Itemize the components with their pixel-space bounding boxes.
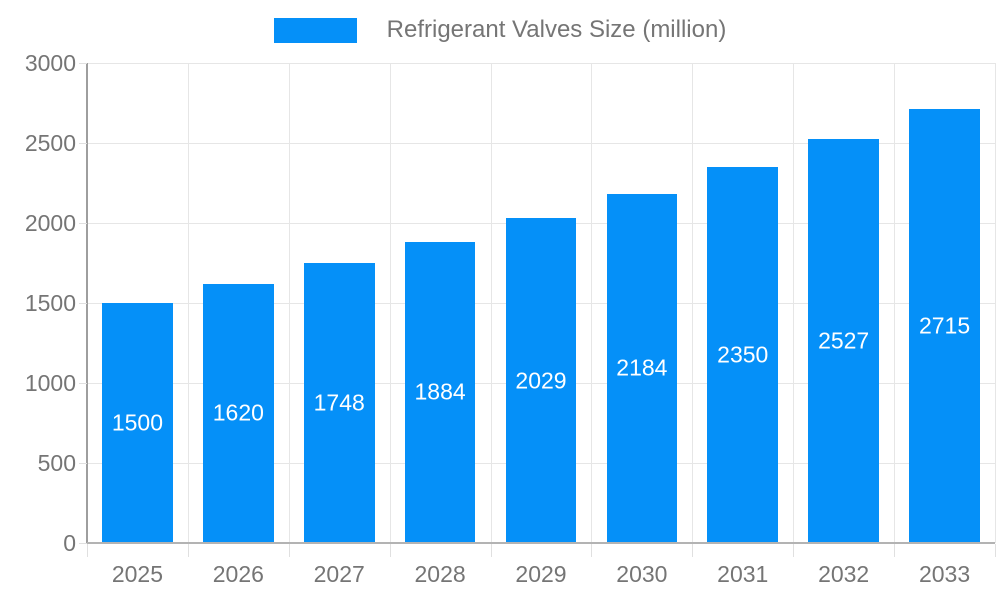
y-axis-tick <box>79 303 87 304</box>
v-gridline <box>187 63 189 543</box>
x-axis-label-2026: 2026 <box>212 561 264 587</box>
y-axis-tick <box>79 383 87 384</box>
v-gridline <box>591 63 593 543</box>
x-axis-tick <box>591 544 593 557</box>
bar-2030[interactable]: 2184 <box>606 193 678 543</box>
y-axis-tick-label: 1000 <box>24 370 76 396</box>
x-axis-tick <box>995 544 996 557</box>
bar-2033[interactable]: 2715 <box>909 108 980 543</box>
bar-value-label: 2715 <box>918 312 971 339</box>
x-axis-label-2027: 2027 <box>313 561 365 587</box>
y-axis-tick-label: 0 <box>63 530 76 556</box>
bar-value-label: 2350 <box>717 341 769 368</box>
bar-2031[interactable]: 2350 <box>707 167 779 543</box>
x-axis-label-2029: 2029 <box>515 561 567 587</box>
bar-value-label: 1884 <box>414 378 466 405</box>
y-axis-tick <box>79 543 87 544</box>
x-axis-label-2032: 2032 <box>818 561 870 587</box>
y-axis-tick-label: 2000 <box>24 210 76 236</box>
bar-2025[interactable]: 1500 <box>102 303 173 543</box>
x-axis-tick <box>894 544 896 557</box>
x-axis-tick <box>389 544 391 557</box>
y-axis-tick-label: 1500 <box>24 290 76 316</box>
y-axis-tick-label: 500 <box>37 450 76 476</box>
x-axis-tick <box>288 544 290 557</box>
x-axis-tick <box>87 544 88 557</box>
x-axis-label-2030: 2030 <box>616 561 668 587</box>
x-axis-tick <box>692 544 694 557</box>
bar-value-label: 1500 <box>111 409 164 436</box>
x-axis-label-2031: 2031 <box>717 561 769 587</box>
x-axis-tick <box>793 544 795 557</box>
v-gridline <box>490 63 492 543</box>
v-gridline <box>288 63 290 543</box>
y-axis-tick-label: 3000 <box>24 50 76 76</box>
x-axis-tick <box>490 544 492 557</box>
y-axis-tick-label: 2500 <box>24 130 76 156</box>
h-gridline <box>87 143 995 144</box>
bar-value-label: 1620 <box>212 399 264 426</box>
legend-swatch <box>273 17 357 43</box>
legend-label: Refrigerant Valves Size (million) <box>386 16 727 43</box>
bar-value-label: 1748 <box>313 389 365 416</box>
x-axis-label-2033: 2033 <box>918 561 971 587</box>
bar-value-label: 2527 <box>818 327 870 354</box>
y-axis-tick <box>79 63 87 64</box>
x-axis-line <box>87 542 995 544</box>
v-gridline <box>389 63 391 543</box>
bar-2027[interactable]: 1748 <box>303 263 375 543</box>
y-axis-tick <box>79 463 87 464</box>
y-axis-tick <box>79 143 87 144</box>
bar-2026[interactable]: 1620 <box>203 283 274 543</box>
x-axis-tick <box>187 544 189 557</box>
v-gridline <box>894 63 896 543</box>
bar-2028[interactable]: 1884 <box>404 241 476 543</box>
bar-value-label: 2029 <box>515 367 567 394</box>
bar-2032[interactable]: 2527 <box>808 138 879 543</box>
x-axis-label-2028: 2028 <box>414 561 466 587</box>
y-axis-tick <box>79 223 87 224</box>
v-gridline <box>692 63 694 543</box>
v-gridline <box>793 63 795 543</box>
legend[interactable]: Refrigerant Valves Size (million) <box>0 16 1000 44</box>
x-axis-label-2025: 2025 <box>111 561 164 587</box>
v-gridline <box>995 63 996 543</box>
bar-2029[interactable]: 2029 <box>505 218 577 543</box>
y-axis-line <box>86 63 88 544</box>
h-gridline <box>87 63 995 64</box>
bar-value-label: 2184 <box>616 354 668 381</box>
plot-area: 1500 1620 1748 1884 2029 2184 2350 2527 2715 <box>87 63 996 544</box>
